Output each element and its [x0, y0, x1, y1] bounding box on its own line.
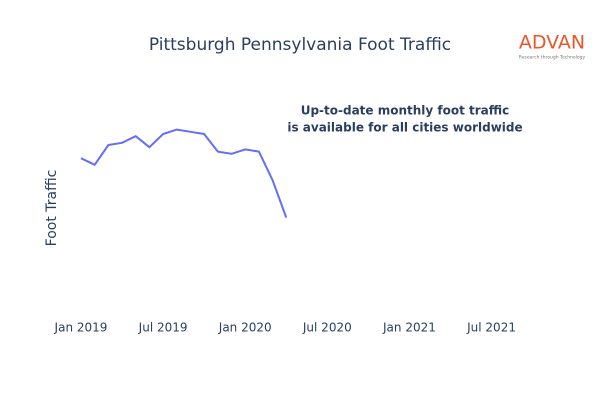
annotation: is available for all cities worldwide [287, 121, 522, 135]
logo: ADVAN [519, 32, 585, 54]
x-tick-label: Jul 2021 [466, 321, 516, 335]
x-tick-label: Jan 2020 [218, 321, 272, 335]
line [80, 128, 288, 218]
x-tick-label: Jul 2020 [302, 321, 352, 335]
x-tick-label: Jul 2019 [138, 321, 188, 335]
annotation: Up-to-date monthly foot traffic [301, 104, 510, 118]
logo-tagline: Research through Technology [519, 55, 586, 61]
chart-title: Pittsburgh Pennsylvania Foot Traffic [149, 35, 451, 55]
x-tick-label: Jan 2019 [54, 321, 108, 335]
x-tick-label: Jan 2021 [382, 321, 436, 335]
y-axis-label: Foot Traffic [44, 170, 60, 247]
